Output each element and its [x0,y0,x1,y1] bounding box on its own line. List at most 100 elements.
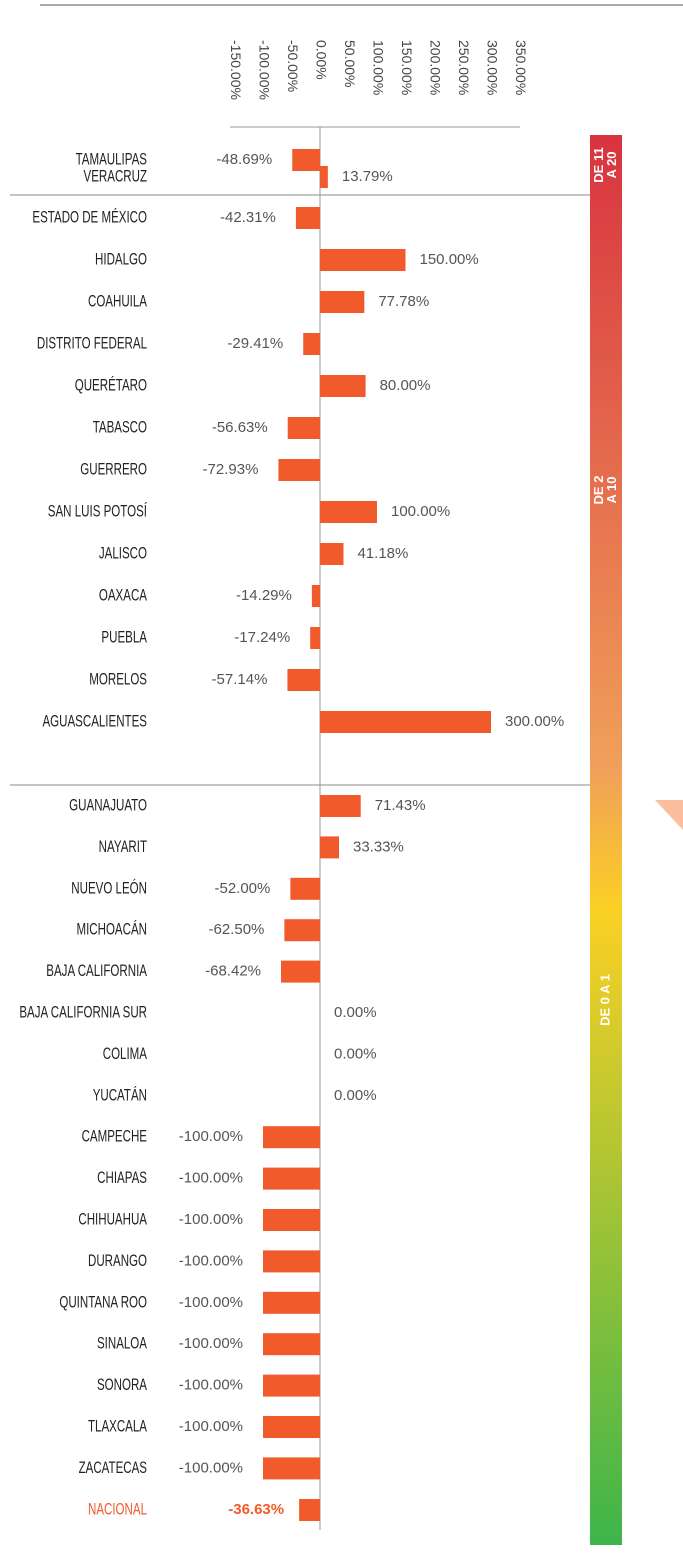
value-label: -100.00% [179,1211,243,1228]
bar [295,207,320,229]
value-label: -100.00% [179,1252,243,1269]
value-label: -100.00% [179,1418,243,1435]
value-label: -100.00% [179,1128,243,1145]
group-label: DE 2 [591,476,606,505]
value-label: -52.00% [214,880,270,897]
category-label: CAMPECHE [82,1128,148,1147]
category-label: SONORA [97,1376,147,1395]
x-tick-label: 150.00% [399,40,415,95]
value-label: 0.00% [334,1004,377,1021]
category-label: MORELOS [89,670,147,689]
bar [284,919,320,942]
x-tick-label: 350.00% [513,40,529,95]
group-label: A 10 [604,477,619,504]
category-label: DURANGO [88,1252,147,1271]
bar [320,291,365,313]
category-label: GUANAJUATO [69,796,147,815]
value-label: -17.24% [234,629,290,646]
category-label: AGUASCALIENTES [42,712,147,731]
value-label: -72.93% [203,461,259,478]
category-label: DISTRITO FEDERAL [37,334,147,353]
bar [320,836,339,859]
bar [263,1333,320,1356]
category-label: SINALOA [97,1335,147,1354]
category-label: GUERRERO [80,460,147,479]
value-label: -68.42% [205,963,261,980]
bar [263,1457,320,1480]
value-label: -100.00% [179,1170,243,1187]
x-tick-label: 250.00% [456,40,472,95]
bar [263,1291,320,1314]
bar [281,960,320,983]
bar [303,333,320,355]
bar [299,1499,320,1521]
bar [263,1250,320,1273]
value-label: 71.43% [375,797,426,814]
category-label: QUERÉTARO [75,375,147,395]
value-label: -100.00% [179,1377,243,1394]
bar [310,627,320,649]
value-label: 0.00% [334,1045,377,1062]
value-label: 77.78% [378,293,429,310]
value-label: -57.14% [212,671,268,688]
category-label: SAN LUIS POTOSÍ [48,501,148,521]
x-tick-label: -150.00% [228,40,244,100]
value-label: 33.33% [353,838,404,855]
value-label: -42.31% [220,209,276,226]
category-label: BAJA CALIFORNIA SUR [19,1003,147,1022]
bar [263,1416,320,1438]
bar [263,1126,320,1149]
bar [287,417,320,439]
category-label: NUEVO LEÓN [71,878,147,898]
category-label: OAXACA [99,586,147,605]
bar [292,149,320,171]
category-label: TABASCO [93,418,147,437]
value-label: 41.18% [357,545,408,562]
bar [320,166,328,188]
category-label: BAJA CALIFORNIA [46,962,147,981]
bar [263,1374,320,1397]
value-label: -100.00% [179,1459,243,1476]
category-label: ZACATECAS [79,1459,148,1478]
category-label: COAHUILA [88,292,147,311]
value-label: 150.00% [420,251,479,268]
decor-triangle [655,800,683,830]
value-label: 80.00% [380,377,431,394]
bar [320,249,406,271]
category-label: MICHOACÁN [76,919,147,939]
category-label: ESTADO DE MÉXICO [32,207,147,227]
bar [263,1167,320,1190]
category-label: TLAXCALA [88,1417,147,1436]
group-label: DE 0 A 1 [597,974,612,1026]
bar [263,1209,320,1231]
group-bar [590,135,622,1545]
bar [290,877,320,900]
bar [287,669,320,691]
bar [320,543,344,565]
x-tick-label: 200.00% [427,40,443,95]
group-label: DE 11 [591,147,606,182]
category-label: CHIHUAHUA [78,1210,147,1229]
category-label: QUINTANA ROO [59,1293,147,1312]
value-label: -29.41% [227,335,283,352]
group-label: A 20 [604,152,619,179]
category-label: JALISCO [99,544,147,563]
bar [278,459,320,481]
value-label: -14.29% [236,587,292,604]
value-label: -62.50% [209,921,265,938]
category-label: NACIONAL [88,1500,147,1519]
x-tick-label: 100.00% [370,40,386,95]
x-tick-label: 0.00% [313,40,329,80]
bar [320,501,377,523]
x-tick-label: -100.00% [256,40,272,100]
value-label: -56.63% [212,419,268,436]
x-tick-label: -50.00% [285,40,301,92]
bar [320,795,361,817]
x-tick-label: 50.00% [342,40,358,87]
category-label: PUEBLA [101,628,147,647]
value-label: 13.79% [342,168,393,185]
bar [311,585,320,607]
value-label: -48.69% [216,151,272,168]
bar [320,375,366,397]
